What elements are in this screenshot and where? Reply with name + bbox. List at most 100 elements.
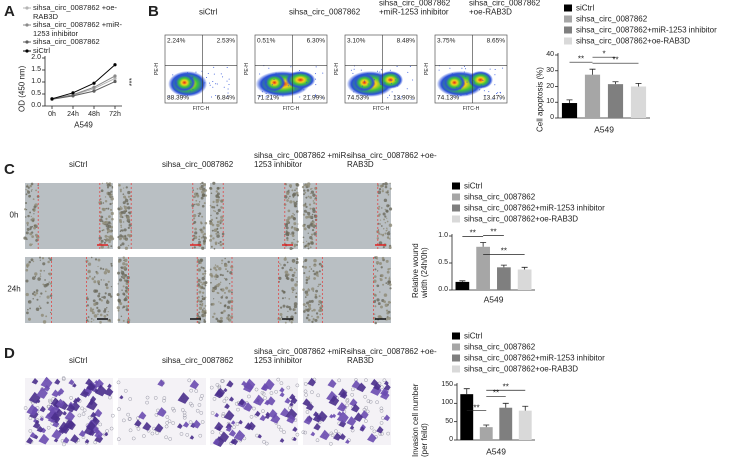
cell [311, 187, 313, 190]
cell [201, 298, 204, 300]
cell [25, 268, 29, 272]
flow-event [211, 96, 213, 98]
quadrant-percent: 74.13% [437, 94, 460, 102]
pore [199, 411, 204, 415]
cell [293, 302, 298, 306]
cell [204, 194, 208, 197]
cell [201, 310, 204, 313]
cell [388, 230, 390, 233]
cell [380, 274, 384, 278]
cell [216, 283, 220, 288]
invaded-cell [157, 379, 165, 387]
pore [182, 415, 187, 420]
cell [215, 278, 217, 280]
cell [94, 258, 98, 261]
cell [311, 207, 314, 210]
cell [307, 314, 310, 317]
pore [222, 399, 227, 403]
cell [118, 237, 122, 241]
cell [302, 261, 305, 263]
cell [100, 279, 102, 281]
cell [310, 241, 314, 245]
invaded-cell [33, 434, 39, 440]
cell [98, 236, 102, 240]
legend-label: sihsa_circ_0087862+oe-RAB3D [576, 36, 691, 46]
cell [197, 278, 199, 280]
pore [82, 408, 87, 413]
cell [193, 246, 196, 249]
cell [387, 193, 390, 196]
cell [312, 308, 316, 312]
cell [374, 293, 377, 297]
invaded-cell [346, 416, 357, 426]
bar [584, 74, 601, 118]
cell [87, 316, 90, 318]
cell [373, 256, 377, 259]
cell [303, 189, 306, 192]
cell [378, 205, 381, 208]
cell [90, 256, 93, 259]
flow-event [388, 94, 390, 96]
cell [377, 208, 380, 211]
cell [213, 266, 217, 270]
cell [286, 199, 289, 202]
cell [314, 293, 317, 297]
cell [119, 190, 122, 193]
cell [386, 217, 388, 219]
cell [303, 227, 307, 231]
cell [314, 224, 317, 228]
error-bar [612, 81, 619, 85]
cell [387, 283, 389, 285]
cell [124, 246, 129, 250]
invaded-cell [156, 407, 167, 418]
cell [105, 238, 109, 242]
cell [295, 210, 299, 213]
cell [28, 260, 31, 264]
quadrant-percent: 6.84% [216, 94, 235, 102]
cell [216, 234, 220, 238]
cell [111, 202, 113, 204]
cell [293, 222, 297, 226]
quadrant-percent: 3.75% [437, 37, 456, 45]
pore [365, 409, 370, 414]
pore [109, 426, 114, 431]
flow-event [303, 89, 305, 91]
legend-label: sihsa_circ_0087862 +oe-RAB3D [33, 3, 118, 21]
cell [98, 201, 102, 205]
flow-event [314, 78, 316, 80]
cell [102, 222, 105, 225]
cell [315, 312, 319, 315]
cell [110, 262, 113, 265]
invaded-cell [223, 410, 235, 421]
pore [345, 399, 350, 404]
pore [305, 410, 310, 414]
cell [107, 280, 110, 283]
cell [124, 215, 126, 217]
pore [145, 395, 150, 400]
invaded-cell [233, 429, 246, 442]
invaded-cell [257, 433, 262, 439]
cell [304, 202, 307, 205]
flow-event [361, 75, 363, 77]
cell [124, 206, 128, 210]
cell [313, 263, 317, 267]
invaded-cell [310, 431, 316, 437]
cell [199, 285, 202, 288]
cell [305, 305, 307, 308]
flow-event [299, 96, 301, 98]
cell [197, 321, 199, 323]
flow-event [215, 94, 217, 96]
cell [95, 271, 99, 275]
flow-event [381, 69, 383, 71]
legend-swatch [564, 15, 572, 23]
legend-label: sihsa_circ_0087862 [576, 14, 648, 24]
flow-event [407, 71, 409, 73]
invaded-cell [224, 403, 230, 409]
invasion-title: sihsa_circ_0087862 +oe-RAB3D [347, 347, 437, 365]
flow-event [352, 72, 354, 74]
cell [101, 207, 105, 211]
cell [304, 191, 307, 194]
invaded-cell [284, 397, 291, 404]
x-tick-label: 48h [88, 111, 100, 118]
